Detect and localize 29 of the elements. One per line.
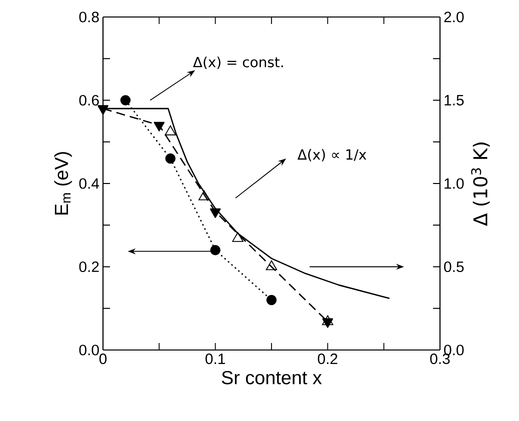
y-tick-label: 0.0: [79, 344, 99, 356]
annotation: Δ(x) = const.: [193, 56, 283, 70]
point: [165, 153, 176, 164]
y-tick-label: 0.2: [79, 261, 99, 272]
y-tick-label: 0.4: [79, 178, 100, 189]
y2-tick-label: 2.0: [444, 12, 464, 22]
y-tick-label: 0.6: [79, 94, 99, 106]
y2-tick-label: 1.5: [444, 95, 464, 106]
x-tick-label: 0.3: [430, 354, 450, 364]
x-tick-label: 0.1: [206, 354, 225, 364]
y2-tick-label: 1.0: [444, 178, 464, 189]
y2-tick-label: 0.0: [444, 344, 464, 356]
point: [210, 208, 221, 218]
point: [266, 260, 278, 270]
x-tick-label: 0: [99, 354, 107, 364]
point: [232, 232, 244, 242]
point: [154, 122, 165, 132]
y2-axis-title: Δ (10$^{3}$ K): [471, 142, 490, 226]
x-axis-title: Sr content x: [222, 370, 322, 384]
y-axis-title: E$_{m}$ (eV): [54, 152, 72, 215]
point: [98, 105, 108, 115]
point: [322, 315, 334, 326]
point: [120, 95, 131, 106]
y2-tick-label: 0.5: [444, 261, 464, 272]
annotation: Δ(x) ∝ 1/x: [298, 148, 366, 162]
point: [266, 294, 277, 306]
point: [210, 244, 220, 256]
y-tick-label: 0.8: [79, 12, 99, 22]
x-tick-label: 0.2: [318, 354, 338, 364]
